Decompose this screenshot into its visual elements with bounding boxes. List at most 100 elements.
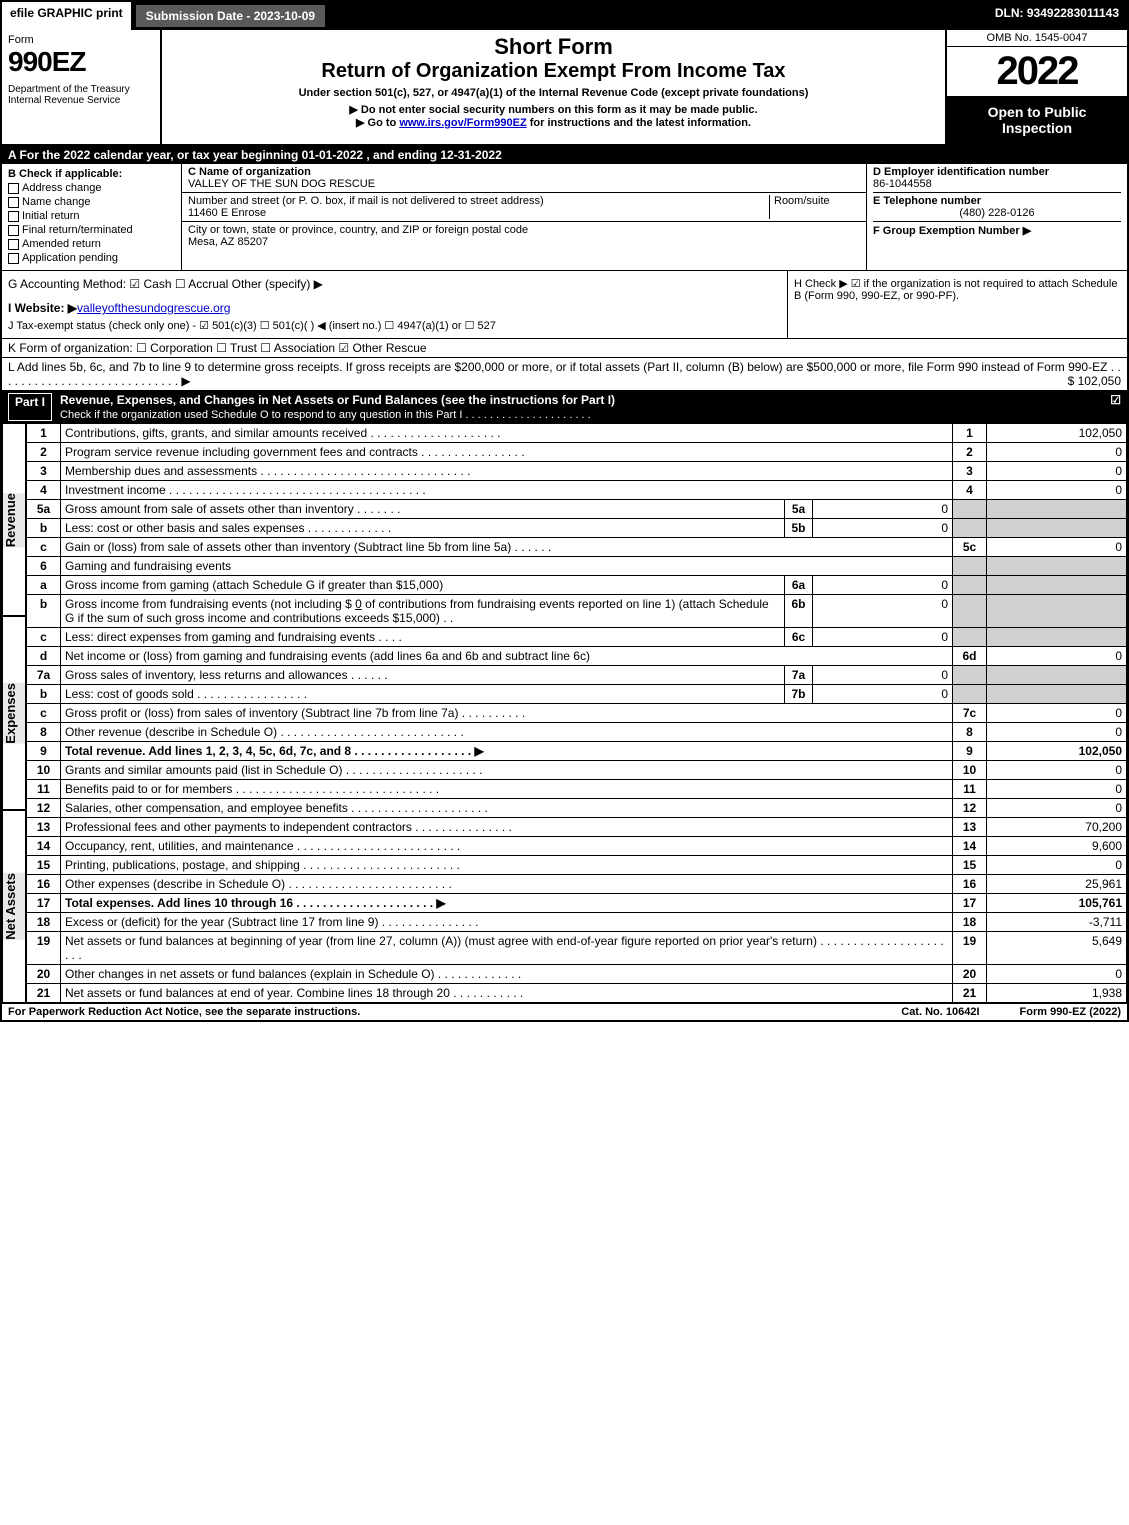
footer-right: Form 990-EZ (2022)	[1020, 1006, 1121, 1018]
room-suite-label: Room/suite	[770, 195, 860, 219]
under-section: Under section 501(c), 527, or 4947(a)(1)…	[168, 87, 939, 99]
part-1-table: Revenue Expenses Net Assets 1Contributio…	[2, 423, 1127, 1003]
omb-number: OMB No. 1545-0047	[947, 30, 1127, 47]
line-20: 20Other changes in net assets or fund ba…	[27, 965, 1127, 984]
line-14: 14Occupancy, rent, utilities, and mainte…	[27, 837, 1127, 856]
row-l-amount: $ 102,050	[1068, 374, 1121, 388]
header-right: OMB No. 1545-0047 2022 Open to Public In…	[947, 30, 1127, 144]
line-12: 12Salaries, other compensation, and empl…	[27, 799, 1127, 818]
website-link[interactable]: valleyofthesundogrescue.org	[77, 301, 230, 315]
part-1-label: Part I	[8, 393, 52, 421]
footer-center: Cat. No. 10642I	[901, 1006, 979, 1018]
netassets-vlabel: Net Assets	[3, 873, 25, 940]
telephone-label: E Telephone number	[873, 195, 981, 207]
line-11: 11Benefits paid to or for members . . . …	[27, 780, 1127, 799]
vertical-labels: Revenue Expenses Net Assets	[2, 423, 26, 1003]
col-d-e-f: D Employer identification number 86-1044…	[867, 164, 1127, 270]
street-label: Number and street (or P. O. box, if mail…	[188, 195, 544, 207]
col-b-title: B Check if applicable:	[8, 168, 175, 180]
street-value: 11460 E Enrose	[188, 207, 266, 219]
short-form-title: Short Form	[168, 34, 939, 60]
chk-initial-return[interactable]: Initial return	[8, 210, 175, 222]
part-1-title: Revenue, Expenses, and Changes in Net As…	[60, 393, 1110, 421]
col-c-org-info: C Name of organization VALLEY OF THE SUN…	[182, 164, 867, 270]
group-exemption-label: F Group Exemption Number ▶	[873, 225, 1031, 237]
part-1-checkbox[interactable]: ☑	[1110, 393, 1121, 421]
line-3: 3Membership dues and assessments . . . .…	[27, 462, 1127, 481]
main-title: Return of Organization Exempt From Incom…	[168, 60, 939, 83]
col-b-checkboxes: B Check if applicable: Address change Na…	[2, 164, 182, 270]
goto-instructions: ▶ Go to www.irs.gov/Form990EZ for instru…	[168, 116, 939, 129]
form-number: 990EZ	[8, 46, 154, 78]
city-label: City or town, state or province, country…	[188, 224, 528, 236]
ein-label: D Employer identification number	[873, 166, 1049, 178]
footer-left: For Paperwork Reduction Act Notice, see …	[8, 1006, 861, 1018]
row-k-form-of-org: K Form of organization: ☐ Corporation ☐ …	[2, 339, 1127, 358]
line-6d: dNet income or (loss) from gaming and fu…	[27, 647, 1127, 666]
part-1-header: Part I Revenue, Expenses, and Changes in…	[2, 391, 1127, 423]
dln-label: DLN: 93492283011143	[987, 2, 1127, 30]
do-not-warning: ▶ Do not enter social security numbers o…	[168, 103, 939, 116]
line-2: 2Program service revenue including gover…	[27, 443, 1127, 462]
line-7a: 7aGross sales of inventory, less returns…	[27, 666, 1127, 685]
org-name-row: C Name of organization VALLEY OF THE SUN…	[182, 164, 866, 193]
line-16: 16Other expenses (describe in Schedule O…	[27, 875, 1127, 894]
revenue-vlabel: Revenue	[3, 493, 25, 547]
header-row: Form 990EZ Department of the Treasury In…	[2, 30, 1127, 146]
line-5a: 5aGross amount from sale of assets other…	[27, 500, 1127, 519]
line-1: 1Contributions, gifts, grants, and simil…	[27, 424, 1127, 443]
form-word: Form	[8, 34, 154, 46]
chk-amended-return[interactable]: Amended return	[8, 238, 175, 250]
line-17: 17Total expenses. Add lines 10 through 1…	[27, 894, 1127, 913]
top-bar: efile GRAPHIC print Submission Date - 20…	[2, 2, 1127, 30]
row-a-tax-year: A For the 2022 calendar year, or tax yea…	[2, 146, 1127, 164]
accounting-method: G Accounting Method: ☑ Cash ☐ Accrual Ot…	[8, 277, 781, 291]
row-l-gross-receipts: L Add lines 5b, 6c, and 7b to line 9 to …	[2, 358, 1127, 391]
line-18: 18Excess or (deficit) for the year (Subt…	[27, 913, 1127, 932]
line-6b: b Gross income from fundraising events (…	[27, 595, 1127, 628]
part-1-sub: Check if the organization used Schedule …	[60, 409, 591, 421]
line-15: 15Printing, publications, postage, and s…	[27, 856, 1127, 875]
city-row: City or town, state or province, country…	[182, 222, 866, 250]
department-label: Department of the Treasury Internal Reve…	[8, 84, 154, 106]
header-center: Short Form Return of Organization Exempt…	[162, 30, 947, 144]
street-row: Number and street (or P. O. box, if mail…	[182, 193, 866, 222]
chk-final-return[interactable]: Final return/terminated	[8, 224, 175, 236]
submission-date: Submission Date - 2023-10-09	[135, 4, 326, 28]
goto-post: for instructions and the latest informat…	[527, 117, 751, 129]
g-i-j-left: G Accounting Method: ☑ Cash ☐ Accrual Ot…	[2, 271, 787, 338]
chk-name-change[interactable]: Name change	[8, 196, 175, 208]
line-7b: bLess: cost of goods sold . . . . . . . …	[27, 685, 1127, 704]
line-4: 4Investment income . . . . . . . . . . .…	[27, 481, 1127, 500]
city-value: Mesa, AZ 85207	[188, 236, 268, 248]
row-l-text: L Add lines 5b, 6c, and 7b to line 9 to …	[8, 360, 1121, 388]
website-row: I Website: ▶valleyofthesundogrescue.org	[8, 301, 781, 315]
goto-pre: ▶ Go to	[356, 117, 399, 129]
ein-value: 86-1044558	[873, 178, 1121, 190]
header-left: Form 990EZ Department of the Treasury In…	[2, 30, 162, 144]
h-schedule-b: H Check ▶ ☑ if the organization is not r…	[787, 271, 1127, 338]
lines-table: 1Contributions, gifts, grants, and simil…	[26, 423, 1127, 1003]
line-21: 21Net assets or fund balances at end of …	[27, 984, 1127, 1003]
line-19: 19Net assets or fund balances at beginni…	[27, 932, 1127, 965]
line-6: 6Gaming and fundraising events	[27, 557, 1127, 576]
org-name-label: C Name of organization	[188, 166, 311, 178]
telephone-value: (480) 228-0126	[873, 207, 1121, 219]
line-13: 13Professional fees and other payments t…	[27, 818, 1127, 837]
line-5c: cGain or (loss) from sale of assets othe…	[27, 538, 1127, 557]
line-8: 8Other revenue (describe in Schedule O) …	[27, 723, 1127, 742]
chk-address-change[interactable]: Address change	[8, 182, 175, 194]
website-label: I Website: ▶	[8, 301, 77, 315]
tax-exempt-status: J Tax-exempt status (check only one) - ☑…	[8, 319, 781, 332]
public-inspection-badge: Open to Public Inspection	[947, 96, 1127, 144]
section-g-h-i-j: G Accounting Method: ☑ Cash ☐ Accrual Ot…	[2, 271, 1127, 339]
line-10: 10Grants and similar amounts paid (list …	[27, 761, 1127, 780]
chk-application-pending[interactable]: Application pending	[8, 252, 175, 264]
tax-year: 2022	[947, 47, 1127, 96]
section-b-through-f: B Check if applicable: Address change Na…	[2, 164, 1127, 271]
topbar-spacer	[328, 2, 987, 30]
irs-link[interactable]: www.irs.gov/Form990EZ	[399, 117, 526, 129]
form-990ez-page: efile GRAPHIC print Submission Date - 20…	[0, 0, 1129, 1022]
efile-label: efile GRAPHIC print	[2, 2, 133, 30]
line-5b: bLess: cost or other basis and sales exp…	[27, 519, 1127, 538]
